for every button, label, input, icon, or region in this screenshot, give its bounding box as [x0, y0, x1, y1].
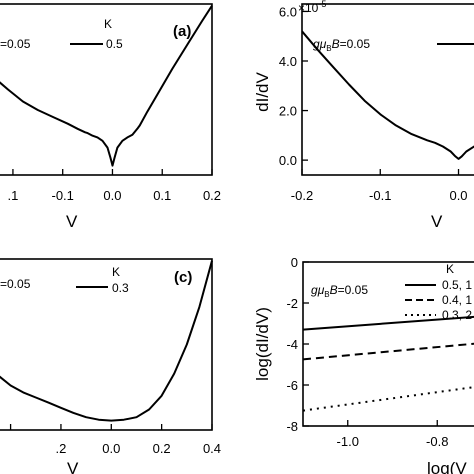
- x-tick-label: .2: [56, 441, 67, 456]
- x-tick-label: 0.2: [153, 441, 171, 456]
- panel-d-annot-B: B: [330, 283, 338, 297]
- x-tick-label: -1.0: [337, 434, 359, 449]
- y-tick-label: 0: [291, 255, 298, 270]
- x-tick-label: -0.8: [426, 434, 448, 449]
- y-tick-label: -6: [286, 378, 298, 393]
- panel-a-xlabel: V: [66, 212, 78, 231]
- panel-d-annot-mu: μ: [317, 283, 325, 297]
- panel-b-annot-value: =0.05: [340, 37, 371, 51]
- y-tick-label: -4: [286, 337, 298, 352]
- y-tick-label: 4.0: [279, 54, 297, 69]
- panel-c-frame: [0, 258, 213, 431]
- panel-c-label: (c): [174, 269, 192, 286]
- series-line-d-1: [302, 342, 474, 361]
- series-line-d-2: [302, 386, 474, 412]
- panel-b-annot-sub: B: [326, 44, 331, 53]
- panel-b-annot-g: g: [313, 37, 320, 51]
- x-tick-label: 0.2: [203, 188, 221, 203]
- panel-b-scale-exp: -5: [318, 0, 326, 9]
- panel-a-annotation: =0.05: [0, 37, 31, 51]
- panel-b-scale-base: ×10: [298, 1, 319, 15]
- series-line-c-0: [0, 260, 213, 422]
- series-line-b-0: [301, 30, 474, 160]
- y-tick-label: -8: [286, 419, 298, 434]
- x-tick-label: -0.1: [51, 188, 73, 203]
- x-tick-label: 0.4: [203, 441, 221, 456]
- panel-d-curves: [302, 315, 474, 412]
- panel-b: -0.2 -0.1 0.00.02.04.06.0 ×10-5 gμBB=0.05 …: [253, 0, 474, 231]
- x-tick-label: 0.0: [449, 188, 467, 203]
- panel-a-x-ticks: .1 -0.1 0.0 0.1 0.2: [8, 169, 221, 203]
- panel-d-legend-entry-0: 0.5, 1: [442, 278, 472, 292]
- panel-d-legend-header: K: [446, 262, 454, 276]
- panel-b-scale-label: ×10-5: [298, 0, 326, 15]
- panel-c-x-ticks: .2 0.0 0.2 0.4: [9, 424, 221, 456]
- panel-c-xlabel: V: [67, 459, 79, 474]
- panel-d-ylabel: log(dI/dV): [253, 307, 272, 381]
- x-tick-label: .1: [8, 188, 19, 203]
- panel-b-xlabel: V: [431, 212, 443, 231]
- panel-d-annot-sub: B: [324, 290, 329, 299]
- panel-c-curves: [0, 260, 213, 422]
- panel-b-annot-B: B: [332, 37, 340, 51]
- x-tick-label: 0.0: [102, 441, 120, 456]
- panel-a-frame: [0, 3, 213, 176]
- panel-b-ticks: -0.2 -0.1 0.0 0.0 2.0 4.0 6.0: [279, 4, 468, 203]
- series-line-d-0: [302, 315, 474, 331]
- x-tick-label: -0.2: [291, 188, 313, 203]
- panel-c-annotation: =0.05: [0, 277, 31, 291]
- panel-d-annot-g: g: [311, 283, 318, 297]
- panel-d-legend-entry-2: 0.3, 2: [442, 308, 472, 322]
- panel-d-legend-entry-1: 0.4, 1: [442, 293, 472, 307]
- x-tick-label: -0.1: [369, 188, 391, 203]
- y-tick-label: 2.0: [279, 104, 297, 119]
- panel-a-label: (a): [173, 23, 191, 40]
- panel-d-annot-value: =0.05: [338, 283, 369, 297]
- panel-d: -1.0 -0.8-8-6-4-20 gμBB=0.05 K 0.5, 1 0.4…: [253, 255, 474, 474]
- y-tick-label: 0.0: [279, 153, 297, 168]
- panel-b-frame: [301, 3, 474, 176]
- panel-c-legend-header: K: [112, 265, 120, 279]
- panel-c: .2 0.0 0.2 0.4 (c) =0.05 K 0.3 V: [0, 258, 221, 474]
- panel-a-legend-entry: 0.5: [106, 37, 123, 51]
- x-tick-label: 0.0: [103, 188, 121, 203]
- panel-d-xlabel: log(V: [427, 459, 467, 474]
- panel-b-annot-mu: μ: [319, 37, 327, 51]
- panel-d-annotation: gμBB=0.05: [311, 283, 368, 299]
- y-tick-label: -2: [286, 296, 298, 311]
- y-tick-label: 6.0: [279, 4, 297, 19]
- panel-b-ylabel: dI/dV: [253, 71, 272, 111]
- panel-c-legend-entry: 0.3: [112, 281, 129, 295]
- series-line-a-0: [0, 5, 213, 167]
- panel-a: .1 -0.1 0.0 0.1 0.2 (a) =0.05 K 0.5 V: [0, 3, 221, 231]
- panel-b-annotation: gμBB=0.05: [313, 37, 370, 53]
- x-tick-label: 0.1: [153, 188, 171, 203]
- panel-d-ticks: -1.0 -0.8 -8 -6 -4 -2 0: [286, 255, 448, 449]
- panel-b-curves: [301, 30, 474, 160]
- panel-a-curves: [0, 5, 213, 167]
- panel-a-legend-header: K: [104, 17, 112, 31]
